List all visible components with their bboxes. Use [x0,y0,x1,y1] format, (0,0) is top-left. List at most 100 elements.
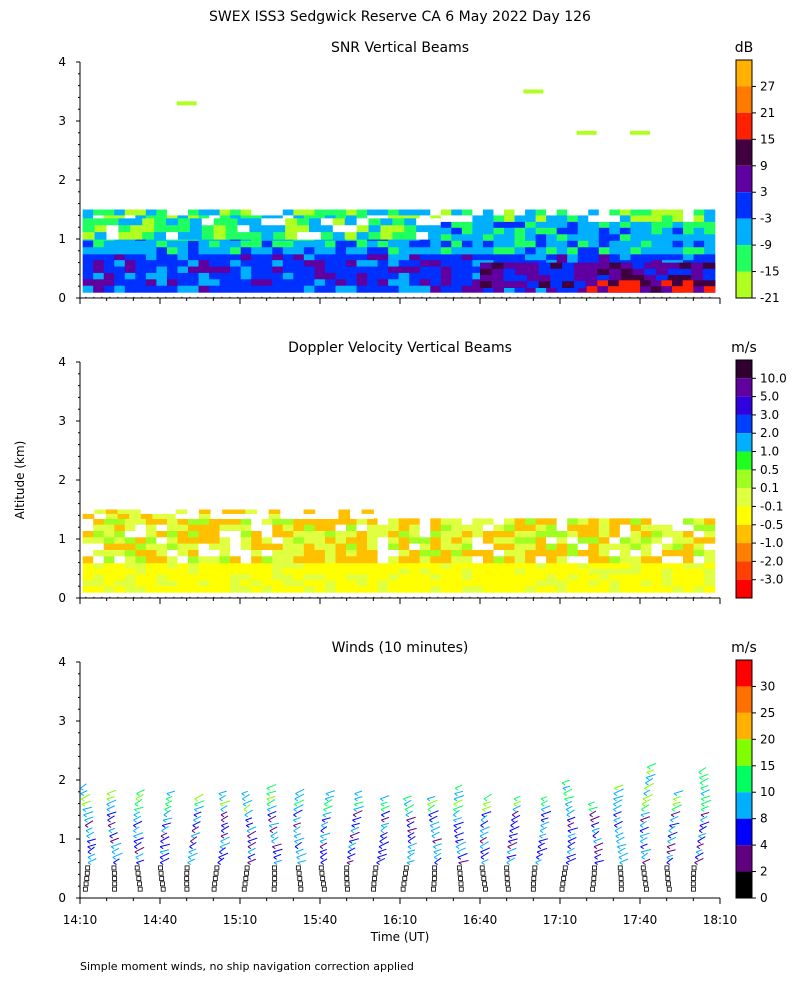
wind-barb [538,838,549,842]
wind-barb-flag [83,814,87,818]
doppler-cell [672,580,684,587]
doppler-cell [346,549,358,557]
wind-barb-flag [160,835,165,839]
wind-barb [354,796,363,800]
wind-calm-marker [432,865,438,871]
wind-barb-flag [86,835,90,839]
doppler-ground-dot [621,596,623,598]
doppler-cell [693,537,705,545]
doppler-cell [398,524,410,532]
snr-cell [535,234,547,242]
snr-cell [392,218,405,226]
snr-cell [103,247,115,255]
snr-cell [135,266,147,274]
wind-barb [536,853,544,858]
doppler-cell [609,524,621,532]
snr-cell [114,247,126,255]
doppler-cell [398,580,410,587]
snr-cell [272,272,284,280]
doppler-cell [156,586,168,593]
doppler-cell [324,530,337,538]
doppler-cell [177,537,189,545]
wind-barb-flag [567,825,571,828]
wind-barb [673,796,682,800]
colorbar-swatch [736,506,752,525]
wind-barb-flag [670,814,675,818]
wind-barb [480,847,491,853]
doppler-cell [103,537,115,545]
snr-cell [219,209,231,216]
snr-cell [504,253,516,261]
wind-barb-flag [161,830,165,834]
doppler-ground-dot [629,596,631,598]
wind-barb-flag [378,846,383,850]
snr-cell [225,225,239,233]
snr-cell [145,279,157,287]
snr-ground-dot [509,296,511,298]
wind-barb-flag [640,846,644,850]
snr-cell [609,247,621,255]
doppler-cell [440,586,452,593]
snr-cell [504,234,516,242]
wind-barb-flag [380,835,384,839]
snr-ground-dot [677,296,679,298]
doppler-cell [535,556,547,564]
snr-ground-dot [101,296,103,298]
doppler-ground-dot [197,596,199,598]
doppler-cell [598,556,610,564]
snr-cell [482,234,495,242]
snr-cell [346,247,358,255]
doppler-cell [324,568,337,575]
snr-cell [388,260,400,268]
doppler-cell [314,518,326,526]
snr-cell [314,279,326,287]
snr-cell [335,260,347,268]
doppler-ground-dot [405,596,407,598]
snr-cell [93,272,105,280]
doppler-cell [546,543,558,551]
doppler-cell [630,574,642,581]
wind-barb [640,843,648,848]
wind-barb [564,796,575,800]
doppler-cell [409,543,421,551]
doppler-cell [419,574,431,581]
wind-barb [161,826,169,832]
doppler-cell [472,537,484,545]
snr-cell [93,266,105,274]
wind-barb-flag [354,798,358,802]
snr-cell [230,260,242,268]
wind-calm-marker [642,876,648,881]
snr-cell [409,260,421,268]
doppler-cell [525,549,537,557]
snr-cell [451,266,463,274]
wind-barb-flag [479,840,484,844]
snr-cell [556,247,568,255]
doppler-cell [177,562,189,570]
snr-cell [428,225,441,233]
doppler-cell [546,580,558,587]
snr-cell [567,285,579,293]
doppler-ground-dot [253,596,255,598]
wind-calm-marker [691,886,696,892]
snr-cell [93,285,105,293]
wind-barb-flag [190,840,194,844]
wind-barb [219,794,227,800]
wind-barb-flag [591,825,595,828]
snr-cell [472,260,484,268]
wind-barb [701,799,712,805]
doppler-cell [377,518,389,526]
wind-barb-flag [561,782,566,786]
doppler-cell [293,568,305,575]
snr-cell [240,285,252,293]
snr-cell [177,209,189,216]
doppler-cell [672,556,684,564]
wind-barb [644,782,654,789]
snr-ground-dot [693,296,695,298]
wind-barb [506,854,517,858]
colorbar-label: -0.5 [760,518,783,532]
doppler-cell [177,549,189,557]
snr-cell [440,227,452,235]
snr-cell [94,232,108,240]
snr-cell [177,240,189,248]
snr-cell [114,240,126,248]
